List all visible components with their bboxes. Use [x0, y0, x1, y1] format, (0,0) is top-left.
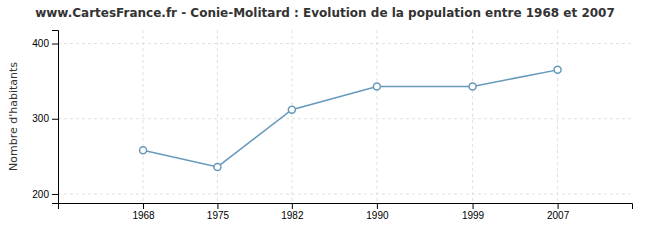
y-axis: 200 300 400 — [32, 31, 58, 204]
x-tick: 1968 — [132, 203, 155, 221]
title: www.CartesFrance.fr - Conie-Molitard : E… — [35, 6, 615, 20]
y-tick-mark — [52, 44, 58, 45]
grid-line — [472, 30, 473, 203]
grid-line — [217, 30, 218, 203]
y-tick-label: 200 — [32, 189, 49, 200]
y-tick: 300 — [32, 113, 58, 124]
line — [143, 70, 558, 167]
series — [140, 66, 562, 170]
y-tick-mark — [52, 194, 58, 195]
x-tick-mark — [473, 203, 474, 209]
x-tick-label: 2007 — [547, 210, 570, 221]
x-tick-mark — [558, 203, 559, 209]
x-tick-label: 1999 — [462, 210, 485, 221]
x-tick: 1975 — [207, 203, 230, 221]
grid-line — [58, 193, 632, 194]
x-tick-mark — [292, 203, 293, 209]
x-tick-mark — [143, 203, 144, 209]
x-tick-label: 1975 — [207, 210, 230, 221]
y-tick-label: 300 — [32, 113, 49, 124]
grid-line — [291, 30, 292, 203]
x-tick: 1999 — [462, 203, 485, 221]
y-axis-line — [52, 31, 59, 204]
point — [288, 106, 295, 113]
grid-line — [58, 43, 632, 44]
chart: 1968 1975 1982 1990 1999 2007 200 300 400 Nombre … — [0, 0, 650, 229]
grid-line — [557, 30, 558, 203]
x-axis: 1968 1975 1982 1990 1999 2007 — [59, 203, 633, 221]
y-axis-title: Nombre d'habitants — [7, 62, 20, 171]
point — [140, 147, 147, 154]
plot: 1968 1975 1982 1990 1999 2007 200 300 400 — [32, 30, 632, 221]
x-tick: 2007 — [547, 203, 570, 221]
x-tick-label: 1982 — [281, 210, 304, 221]
grid — [58, 30, 632, 203]
y-tick: 400 — [32, 38, 58, 49]
x-axis-line — [59, 204, 633, 210]
y-tick: 200 — [32, 189, 58, 200]
point — [214, 163, 221, 170]
x-tick-label: 1968 — [132, 210, 155, 221]
x-tick-mark — [377, 203, 378, 209]
grid-line — [376, 30, 377, 203]
y-tick-mark — [52, 119, 58, 120]
point — [373, 83, 380, 90]
x-tick-label: 1990 — [366, 210, 389, 221]
point — [469, 83, 476, 90]
grid-line — [143, 30, 144, 203]
grid-line — [58, 118, 632, 119]
x-tick: 1990 — [366, 203, 389, 221]
x-tick-mark — [217, 203, 218, 209]
x-tick: 1982 — [281, 203, 304, 221]
point — [554, 66, 561, 73]
y-tick-label: 400 — [32, 38, 49, 49]
